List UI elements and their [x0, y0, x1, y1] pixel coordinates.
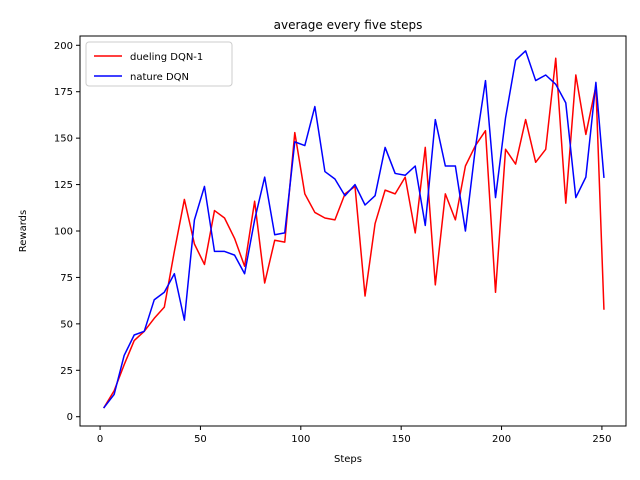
y-tick-label: 0 — [67, 412, 73, 423]
y-tick-label: 125 — [54, 180, 73, 191]
series-line-2 — [103, 50, 605, 409]
y-tick-label: 150 — [54, 134, 73, 145]
y-tick-label: 175 — [54, 87, 73, 98]
x-axis: 0 50 100 150 200 250 — [97, 426, 611, 445]
y-tick-label: 200 — [54, 41, 73, 52]
y-tick-label: 25 — [60, 366, 73, 377]
x-tick-label: 50 — [194, 434, 207, 445]
y-axis-label: Rewards — [18, 210, 29, 252]
x-tick-label: 200 — [492, 434, 511, 445]
x-axis-label: Steps — [334, 454, 362, 465]
series-layer — [103, 50, 605, 409]
y-tick-label: 100 — [54, 227, 73, 238]
x-tick-label: 250 — [592, 434, 611, 445]
x-tick-label: 100 — [291, 434, 310, 445]
y-axis: 0 25 50 75 100 125 150 175 200 — [54, 41, 80, 423]
x-tick-label: 150 — [392, 434, 411, 445]
legend: dueling DQN-1 nature DQN — [85, 41, 233, 87]
legend-label: dueling DQN-1 — [130, 52, 203, 63]
x-tick-label: 0 — [97, 434, 103, 445]
y-tick-label: 75 — [60, 273, 73, 284]
y-tick-label: 50 — [60, 319, 73, 330]
series-line-1 — [103, 57, 605, 409]
legend-label: nature DQN — [130, 72, 189, 83]
plot-area — [80, 36, 626, 426]
chart-title: average every five steps — [274, 18, 423, 32]
legend-box — [85, 41, 233, 87]
